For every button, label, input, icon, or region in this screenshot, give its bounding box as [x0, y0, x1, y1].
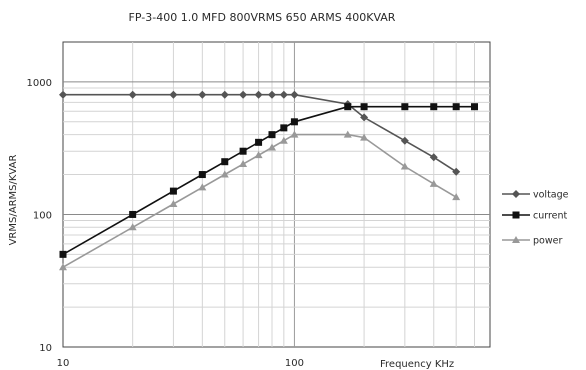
- data-point-power: [343, 130, 352, 138]
- data-point-power: [452, 193, 461, 201]
- data-point-power: [254, 151, 263, 159]
- data-point-current: [268, 131, 276, 139]
- chart-title: FP-3-400 1.0 MFD 800VRMS 650 ARMS 400KVA…: [129, 11, 396, 24]
- data-point-power: [429, 179, 438, 187]
- data-point-power: [128, 223, 137, 231]
- data-point-power: [59, 263, 67, 271]
- y-tick-label: 100: [33, 210, 52, 221]
- data-point-voltage: [254, 90, 263, 99]
- data-point-voltage: [279, 90, 288, 99]
- legend-label-power: power: [533, 236, 562, 247]
- legend: voltage current power: [502, 190, 569, 247]
- data-point-power: [220, 170, 229, 178]
- data-point-voltage: [220, 90, 229, 99]
- data-point-current: [401, 103, 409, 111]
- legend-marker-power: [512, 236, 520, 243]
- data-point-voltage: [290, 90, 299, 99]
- data-point-current: [59, 250, 67, 258]
- data-point-current: [239, 147, 247, 155]
- y-axis-title: VRMS/ARMS/KVAR: [8, 155, 19, 246]
- data-point-voltage: [429, 153, 438, 162]
- y-tick-labels: 10 100 1000: [27, 78, 52, 354]
- data-point-current: [198, 171, 206, 179]
- data-point-voltage: [452, 167, 461, 176]
- data-point-power: [290, 130, 299, 138]
- data-point-current: [430, 103, 438, 111]
- data-point-current: [169, 187, 177, 195]
- legend-label-voltage: voltage: [533, 190, 569, 201]
- legend-label-current: current: [533, 211, 568, 222]
- data-point-power: [169, 199, 178, 207]
- y-tick-label: 10: [39, 343, 52, 354]
- plot-area: [59, 41, 491, 348]
- data-point-voltage: [239, 90, 248, 99]
- data-point-power: [267, 143, 276, 151]
- data-point-voltage: [360, 113, 369, 122]
- data-point-current: [280, 124, 288, 132]
- data-point-voltage: [400, 136, 409, 145]
- data-point-power: [400, 162, 409, 170]
- data-point-current: [360, 103, 368, 111]
- y-tick-label: 1000: [27, 78, 52, 89]
- data-point-current: [452, 103, 460, 111]
- data-point-current: [290, 118, 298, 126]
- data-point-voltage: [59, 90, 67, 99]
- data-point-power: [239, 160, 248, 168]
- x-tick-label: 10: [57, 358, 70, 369]
- data-point-power: [198, 183, 207, 191]
- data-point-voltage: [267, 90, 276, 99]
- legend-marker-voltage: [512, 190, 520, 198]
- data-point-power: [279, 136, 288, 144]
- data-point-power: [360, 133, 369, 141]
- data-point-current: [255, 138, 263, 146]
- x-tick-label: 100: [285, 358, 304, 369]
- data-point-current: [221, 158, 229, 166]
- data-point-current: [344, 103, 352, 111]
- data-point-current: [471, 103, 479, 111]
- legend-marker-current: [512, 211, 520, 219]
- data-point-current: [129, 210, 137, 218]
- data-point-voltage: [128, 90, 137, 99]
- data-point-voltage: [169, 90, 178, 99]
- data-point-voltage: [198, 90, 207, 99]
- series-markers: [59, 90, 479, 271]
- x-tick-labels: 10 100: [57, 358, 304, 369]
- x-axis-title: Frequency KHz: [380, 359, 454, 370]
- series-line-current: [62, 105, 475, 256]
